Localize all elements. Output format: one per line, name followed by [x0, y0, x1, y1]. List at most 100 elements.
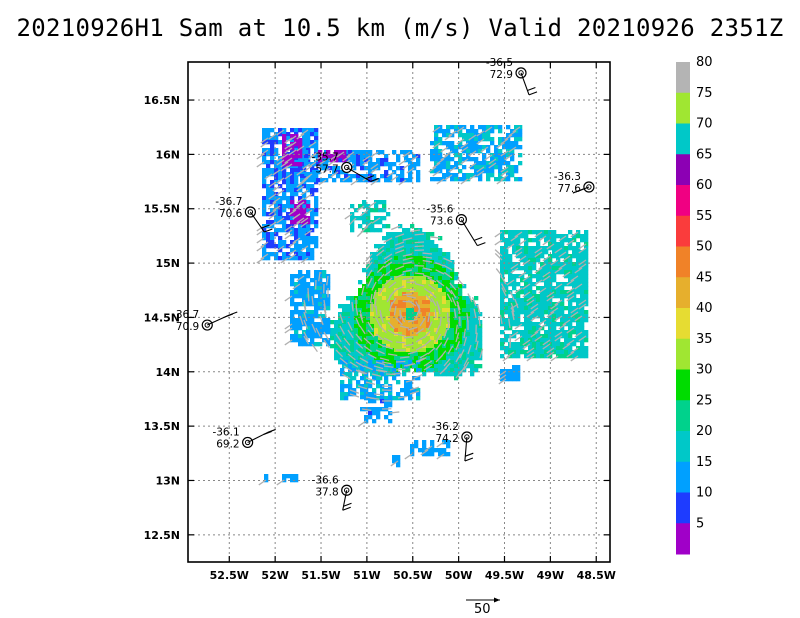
wind-cell — [516, 274, 521, 279]
wind-cell — [466, 129, 471, 134]
wind-cell — [552, 338, 557, 343]
wind-vector — [450, 289, 457, 299]
wind-cell — [282, 192, 287, 197]
wind-cell — [282, 224, 287, 229]
wind-cell — [524, 318, 529, 323]
wind-cell — [352, 162, 357, 167]
wind-cell — [274, 180, 279, 185]
wind-cell — [446, 352, 451, 357]
wind-cell — [430, 276, 435, 281]
wind-cell — [394, 256, 399, 261]
wind-cell — [576, 278, 581, 283]
wind-cell — [580, 250, 585, 255]
wind-cell — [434, 352, 439, 357]
wind-cell — [528, 266, 533, 271]
wind-cell — [528, 314, 533, 319]
wind-cell — [354, 372, 359, 377]
wind-cell — [310, 220, 315, 225]
wind-cell — [438, 256, 443, 261]
wind-cell — [274, 176, 279, 181]
wind-cell — [580, 278, 585, 283]
wind-vector — [511, 306, 515, 317]
wind-cell — [318, 274, 323, 279]
wind-vector — [566, 291, 575, 298]
wind-cell — [450, 165, 455, 170]
dropsonde-temp: -35.6 — [426, 204, 453, 216]
wind-vector — [280, 161, 289, 168]
wind-cell — [270, 140, 275, 145]
wind-cell — [442, 173, 447, 178]
wind-cell — [426, 448, 431, 453]
wind-cell — [560, 306, 565, 311]
wind-cell — [394, 232, 399, 237]
wind-cell — [462, 336, 467, 341]
wind-barb-flag — [365, 175, 375, 180]
wind-cell — [536, 250, 541, 255]
wind-cell — [408, 380, 413, 385]
wind-cell — [402, 328, 407, 333]
wind-cell — [406, 348, 411, 353]
wind-vector — [562, 343, 571, 350]
wind-cell — [524, 242, 529, 247]
wind-cell — [362, 332, 367, 337]
wind-cell — [282, 244, 287, 249]
wind-cell — [402, 368, 407, 373]
wind-vector — [408, 299, 417, 307]
dropsonde-value: 77.6 — [558, 183, 582, 195]
wind-vector — [365, 257, 373, 266]
wind-cell — [430, 332, 435, 337]
wind-barb-flag — [477, 242, 486, 247]
wind-cell — [290, 128, 295, 133]
wind-cell — [414, 312, 419, 317]
wind-cell — [366, 204, 371, 209]
wind-cell — [306, 310, 311, 315]
wind-cell — [302, 338, 307, 343]
wind-cell — [470, 360, 475, 365]
wind-cell — [536, 258, 541, 263]
wind-cell — [418, 316, 423, 321]
wind-cell — [434, 372, 439, 377]
wind-vector — [348, 217, 357, 226]
wind-cell — [346, 296, 351, 301]
wind-cell — [318, 290, 323, 295]
wind-cell — [474, 161, 479, 166]
wind-cell — [294, 150, 299, 155]
wind-cell — [504, 373, 509, 378]
wind-vector — [558, 263, 567, 270]
wind-cell — [458, 169, 463, 174]
wind-cell — [430, 356, 435, 361]
wind-vector — [434, 308, 437, 319]
wind-cell — [498, 161, 503, 166]
wind-cell — [512, 314, 517, 319]
wind-cell — [532, 310, 537, 315]
wind-cell — [382, 296, 387, 301]
wind-cell — [286, 244, 291, 249]
wind-cell — [394, 268, 399, 273]
wind-cell — [430, 256, 435, 261]
wind-cell — [398, 328, 403, 333]
wind-cell — [438, 308, 443, 313]
wind-cell — [386, 256, 391, 261]
wind-cell — [524, 278, 529, 283]
wind-cell — [454, 360, 459, 365]
wind-cell — [556, 250, 561, 255]
wind-vector — [280, 257, 289, 264]
wind-cell — [450, 145, 455, 150]
wind-cell — [376, 396, 381, 401]
wind-cell — [308, 178, 313, 183]
wind-cell — [290, 294, 295, 299]
wind-cell — [508, 369, 513, 374]
wind-cell — [474, 356, 479, 361]
wind-cell — [434, 448, 439, 453]
wind-vector — [343, 365, 353, 372]
wind-cell — [294, 162, 299, 167]
wind-cell — [552, 334, 557, 339]
wind-vector — [406, 295, 417, 299]
wind-cell — [466, 352, 471, 357]
wind-vector — [402, 261, 413, 265]
wind-cell — [402, 372, 407, 377]
wind-vector — [526, 311, 535, 318]
wind-cell — [438, 328, 443, 333]
wind-cell — [318, 298, 323, 303]
wind-cell — [266, 184, 271, 189]
